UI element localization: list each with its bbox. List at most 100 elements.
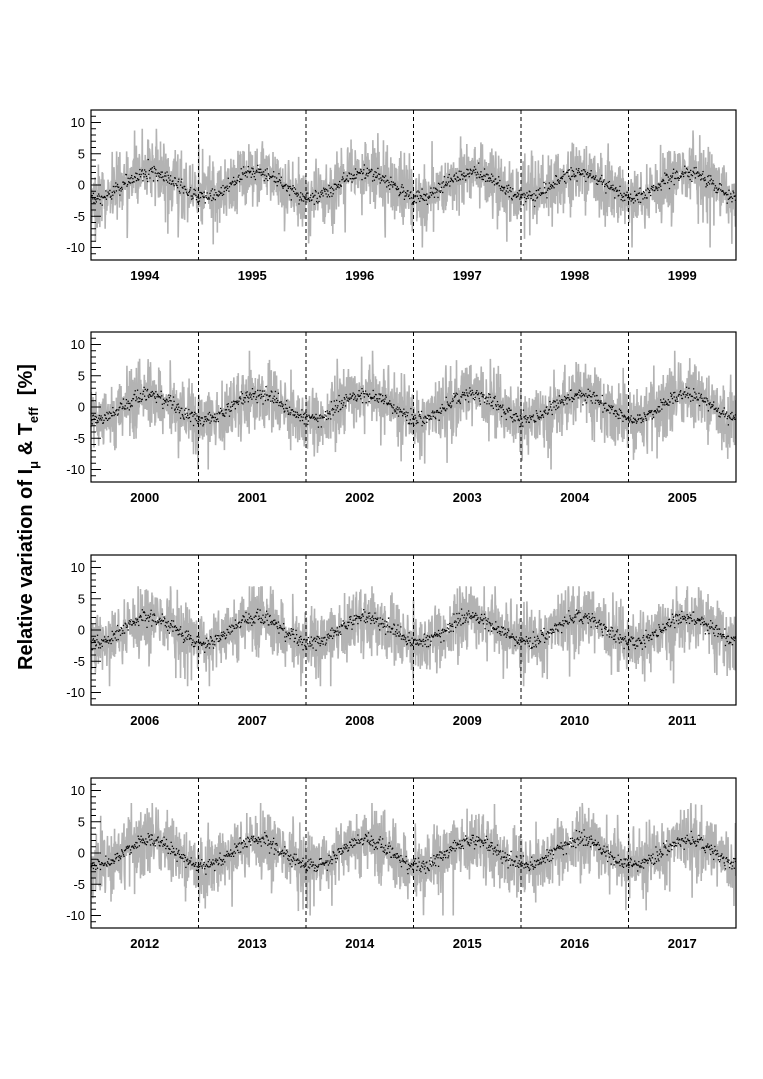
smooth-point — [328, 854, 330, 857]
smooth-point — [584, 613, 586, 615]
smooth-point — [398, 631, 400, 633]
smooth-point — [541, 631, 543, 634]
smooth-point — [689, 616, 691, 619]
smooth-point — [594, 617, 596, 619]
smooth-point — [681, 172, 683, 175]
smooth-point — [184, 856, 186, 859]
smooth-point — [208, 647, 211, 649]
smooth-point — [420, 417, 422, 419]
smooth-point — [551, 187, 553, 189]
smooth-point — [685, 171, 687, 173]
smooth-point — [216, 413, 218, 415]
smooth-point — [662, 404, 664, 406]
smooth-point — [222, 858, 225, 861]
smooth-point — [543, 187, 546, 189]
smooth-point — [513, 413, 516, 416]
smooth-point — [553, 631, 555, 633]
smooth-point — [244, 845, 246, 848]
smooth-point — [734, 195, 736, 197]
smooth-point — [670, 395, 672, 398]
smooth-point — [238, 842, 241, 844]
smooth-point — [186, 638, 188, 641]
smooth-point — [144, 173, 146, 176]
smooth-point — [495, 628, 497, 631]
smooth-point — [441, 403, 443, 406]
smooth-point — [646, 197, 648, 199]
smooth-point — [539, 858, 542, 860]
smooth-point — [574, 841, 576, 844]
smooth-point — [637, 864, 639, 866]
smooth-point — [260, 174, 262, 176]
smooth-point — [406, 419, 408, 421]
smooth-point — [222, 413, 225, 415]
smooth-point — [91, 648, 93, 651]
smooth-point — [675, 170, 678, 172]
smooth-point — [467, 842, 470, 844]
ylabel-amp: & T — [15, 423, 37, 461]
smooth-point — [469, 845, 471, 847]
smooth-point — [708, 845, 711, 847]
smooth-point — [553, 187, 555, 189]
smooth-point — [331, 407, 334, 410]
smooth-point — [486, 173, 488, 175]
smooth-point — [473, 616, 475, 618]
smooth-point — [538, 189, 540, 191]
smooth-point — [344, 625, 346, 627]
smooth-point — [251, 835, 253, 838]
smooth-point — [275, 849, 277, 851]
smooth-point — [186, 412, 188, 414]
smooth-point — [575, 175, 577, 177]
smooth-point — [194, 193, 196, 195]
smooth-point — [130, 852, 132, 854]
smooth-point — [710, 844, 712, 846]
smooth-point — [655, 412, 658, 414]
smooth-point — [98, 860, 100, 863]
smooth-point — [690, 400, 692, 402]
smooth-point — [519, 414, 522, 417]
smooth-point — [496, 844, 499, 846]
smooth-point — [562, 848, 564, 850]
smooth-point — [385, 396, 387, 398]
smooth-point — [135, 621, 138, 624]
smooth-point — [509, 416, 512, 418]
smooth-point — [290, 187, 292, 190]
smooth-point — [315, 870, 317, 873]
smooth-point — [696, 172, 698, 174]
smooth-point — [260, 168, 262, 170]
smooth-point — [132, 846, 135, 848]
smooth-point — [730, 636, 732, 639]
smooth-point — [445, 396, 447, 398]
smooth-point — [660, 856, 662, 858]
smooth-point — [485, 617, 487, 619]
smooth-point — [556, 844, 559, 847]
smooth-point — [443, 851, 446, 853]
smooth-point — [603, 845, 605, 847]
smooth-point — [580, 619, 582, 622]
smooth-point — [706, 184, 708, 186]
smooth-point — [489, 849, 491, 852]
smooth-point — [623, 192, 625, 195]
smooth-point — [441, 629, 443, 631]
smooth-point — [639, 201, 642, 204]
smooth-point — [437, 411, 440, 414]
smooth-point — [387, 402, 390, 404]
smooth-point — [225, 189, 228, 191]
smooth-point — [657, 854, 659, 857]
smooth-point — [622, 416, 625, 418]
smooth-point — [724, 628, 726, 630]
smooth-point — [590, 400, 592, 402]
smooth-point — [157, 395, 159, 397]
smooth-point — [632, 637, 635, 639]
smooth-point — [207, 861, 209, 863]
smooth-point — [429, 863, 431, 865]
smooth-point — [293, 633, 295, 636]
smooth-point — [497, 404, 499, 406]
smooth-point — [277, 399, 279, 402]
smooth-point — [439, 411, 441, 414]
smooth-point — [728, 197, 731, 200]
smooth-point — [475, 844, 477, 846]
smooth-point — [101, 419, 103, 421]
smooth-point — [287, 858, 289, 860]
smooth-point — [589, 174, 591, 177]
